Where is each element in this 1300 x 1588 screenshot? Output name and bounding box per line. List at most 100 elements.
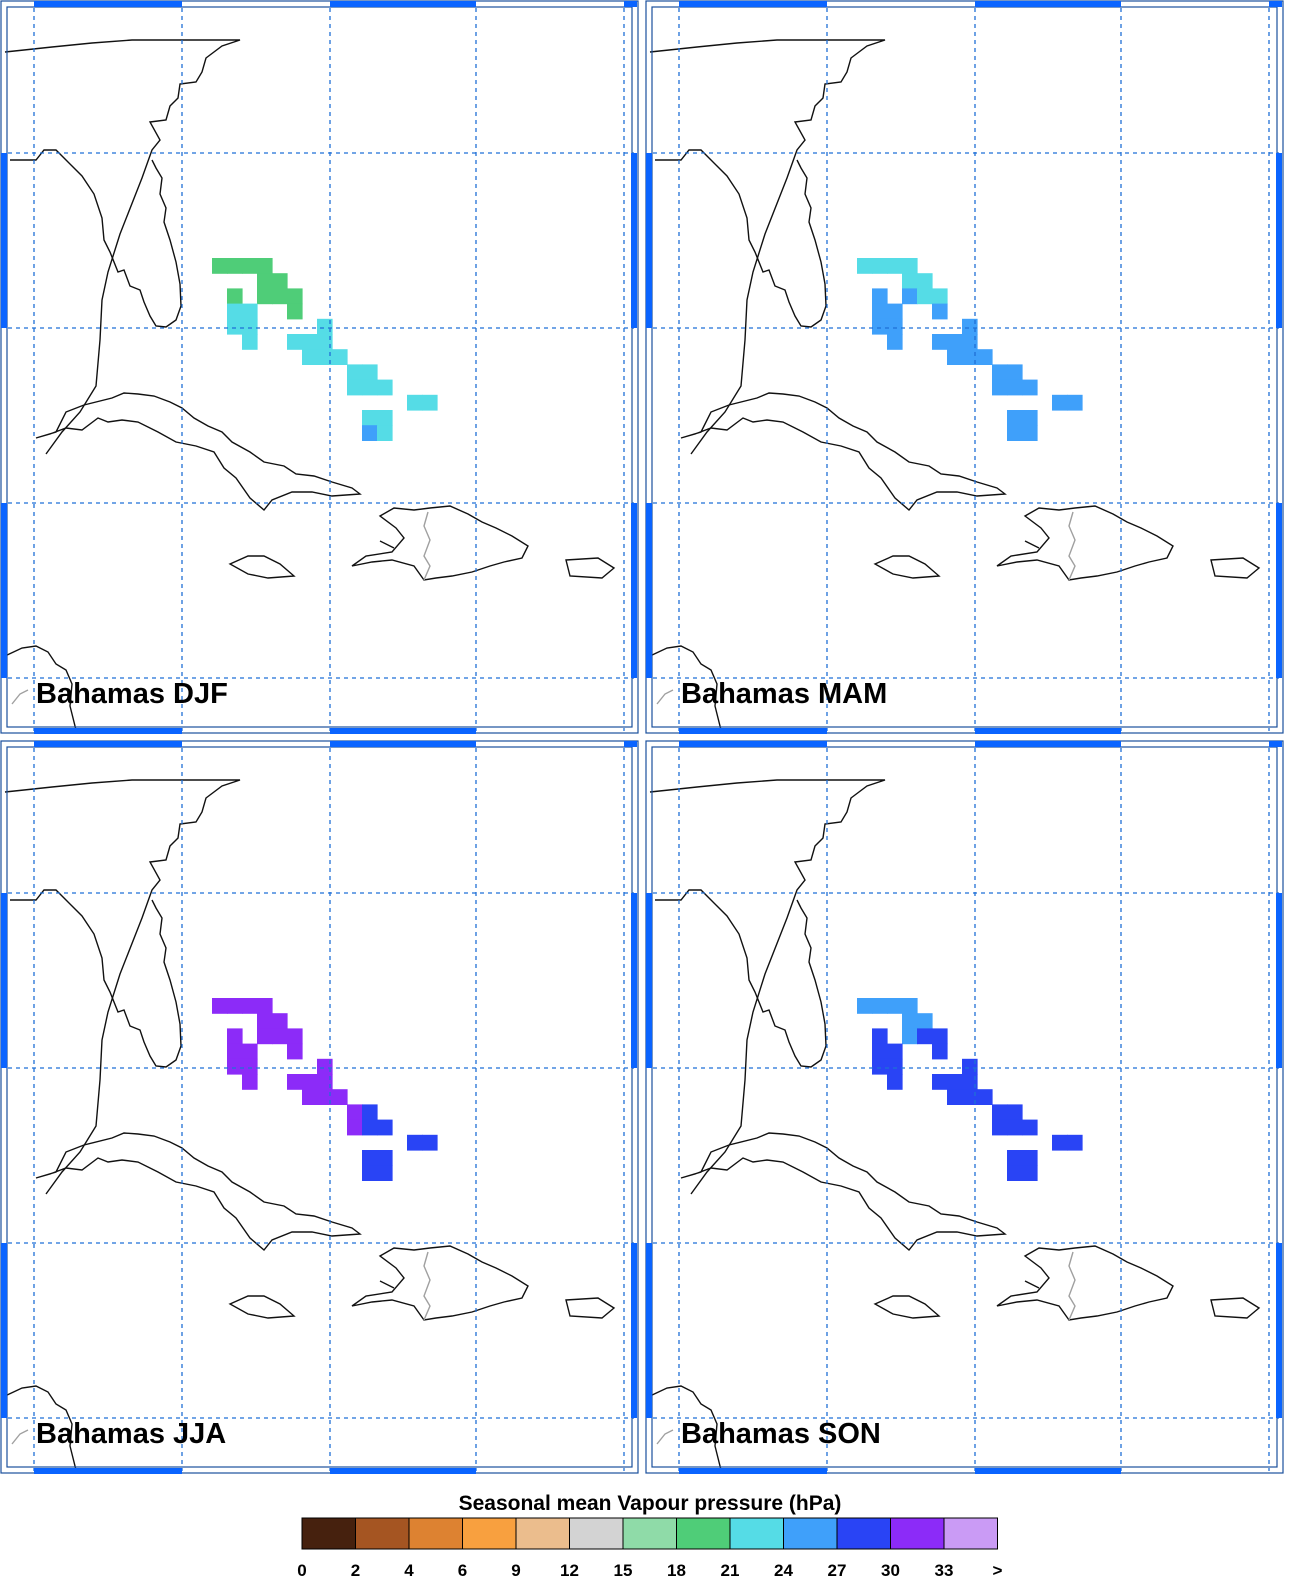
grid-cell [272, 1013, 288, 1029]
grid-cell [407, 394, 423, 411]
colorbar-swatch [622, 1517, 677, 1550]
map-panel-mam: Bahamas MAM [645, 0, 1284, 734]
grid-cell [857, 258, 873, 274]
frame-tick [975, 728, 1121, 734]
grid-cell [962, 349, 978, 365]
grid-cell [347, 1104, 363, 1121]
grid-cell [932, 1028, 948, 1045]
colorbar-tick-label: 6 [458, 1561, 467, 1580]
grid-cell [362, 410, 378, 426]
grid-cell [242, 998, 258, 1014]
grid-cell [887, 1058, 903, 1075]
frame-tick [975, 1, 1121, 7]
colorbar-swatch [943, 1517, 998, 1550]
grid-cell [287, 1074, 303, 1090]
frame-tick [679, 1, 827, 7]
grid-cell [212, 258, 228, 274]
grid-cell [377, 410, 393, 426]
frame [0, 740, 639, 1474]
grid-cell [962, 1074, 978, 1090]
grid-cell [407, 1134, 423, 1151]
frame-tick [1, 153, 7, 328]
grid-cell [272, 288, 288, 305]
grid-cell [887, 334, 903, 350]
grid-cell [257, 1013, 273, 1029]
grid-cell [992, 379, 1008, 396]
grid-cell [362, 1119, 378, 1136]
grid-cell [302, 1074, 318, 1090]
grid-cell [1007, 364, 1023, 381]
grid-cell [977, 349, 993, 365]
grid-cell [362, 1165, 378, 1181]
inner-frame [651, 6, 1278, 728]
grid-cell [962, 1089, 978, 1105]
frame-tick [679, 728, 827, 734]
data-cells [212, 998, 438, 1181]
frame-tick [1276, 153, 1282, 328]
grid-cell [242, 258, 258, 274]
grid-cell [317, 349, 333, 365]
graticule [653, 748, 1279, 1471]
frame-tick [330, 1, 476, 7]
grid-cell [377, 1165, 393, 1181]
grid-cell [902, 1013, 918, 1029]
grid-cell [992, 1119, 1008, 1136]
frame [645, 740, 1284, 1474]
grid-cell [932, 334, 948, 350]
grid-cell [887, 258, 903, 274]
grid-cell [317, 1089, 333, 1105]
grid-cell [302, 1089, 318, 1105]
grid-cell [242, 1058, 258, 1075]
graticule [653, 8, 1279, 731]
panel-label: Bahamas JJA [36, 1418, 226, 1450]
map-panel-son: Bahamas SON [645, 740, 1284, 1474]
frame-tick [631, 893, 637, 1068]
map-panel-djf: Bahamas DJF [0, 0, 639, 734]
grid-cell [272, 1028, 288, 1045]
grid-cell [1007, 425, 1023, 441]
frame-tick [1269, 1, 1282, 7]
grid-cell [302, 349, 318, 365]
colorbar-swatch [890, 1517, 945, 1550]
grid-cell [1052, 394, 1068, 411]
grid-cell [257, 273, 273, 289]
grid-cell [362, 379, 378, 396]
coastlines [649, 39, 1260, 731]
grid-cell [992, 364, 1008, 381]
grid-cell [887, 1074, 903, 1090]
grid-cell [947, 1074, 963, 1090]
colorbar-swatch [301, 1517, 356, 1550]
colorbar-swatch [836, 1517, 891, 1550]
grid-cell [362, 425, 378, 441]
grid-cell [977, 1089, 993, 1105]
grid-cell [227, 1058, 243, 1075]
grid-cell [332, 349, 348, 365]
grid-cell [1052, 1134, 1068, 1151]
panel-label: Bahamas SON [681, 1418, 881, 1450]
grid-cell [242, 1043, 258, 1060]
frame-tick [1269, 741, 1282, 747]
frame-tick [646, 503, 652, 678]
grid-cell [872, 288, 888, 305]
frame-tick [330, 741, 476, 747]
frame-tick [34, 728, 182, 734]
inner-frame [6, 746, 633, 1468]
grid-cell [377, 425, 393, 441]
grid-cell [377, 1119, 393, 1136]
grid-cell [227, 1028, 243, 1045]
frame-tick [631, 1243, 637, 1418]
grid-cell [1022, 1165, 1038, 1181]
frame-tick [330, 1468, 476, 1474]
frame-tick [1276, 893, 1282, 1068]
grid-cell [932, 303, 948, 320]
grid-cell [872, 303, 888, 320]
grid-cell [1022, 410, 1038, 426]
grid-cell [1022, 1150, 1038, 1166]
grid-cell [1007, 1165, 1023, 1181]
grid-cell [332, 1089, 348, 1105]
colorbar-tick-label: 12 [560, 1561, 579, 1580]
grid-cell [902, 288, 918, 305]
coastlines [4, 39, 615, 731]
colorbar-swatch [676, 1517, 731, 1550]
grid-cell [317, 1058, 333, 1075]
